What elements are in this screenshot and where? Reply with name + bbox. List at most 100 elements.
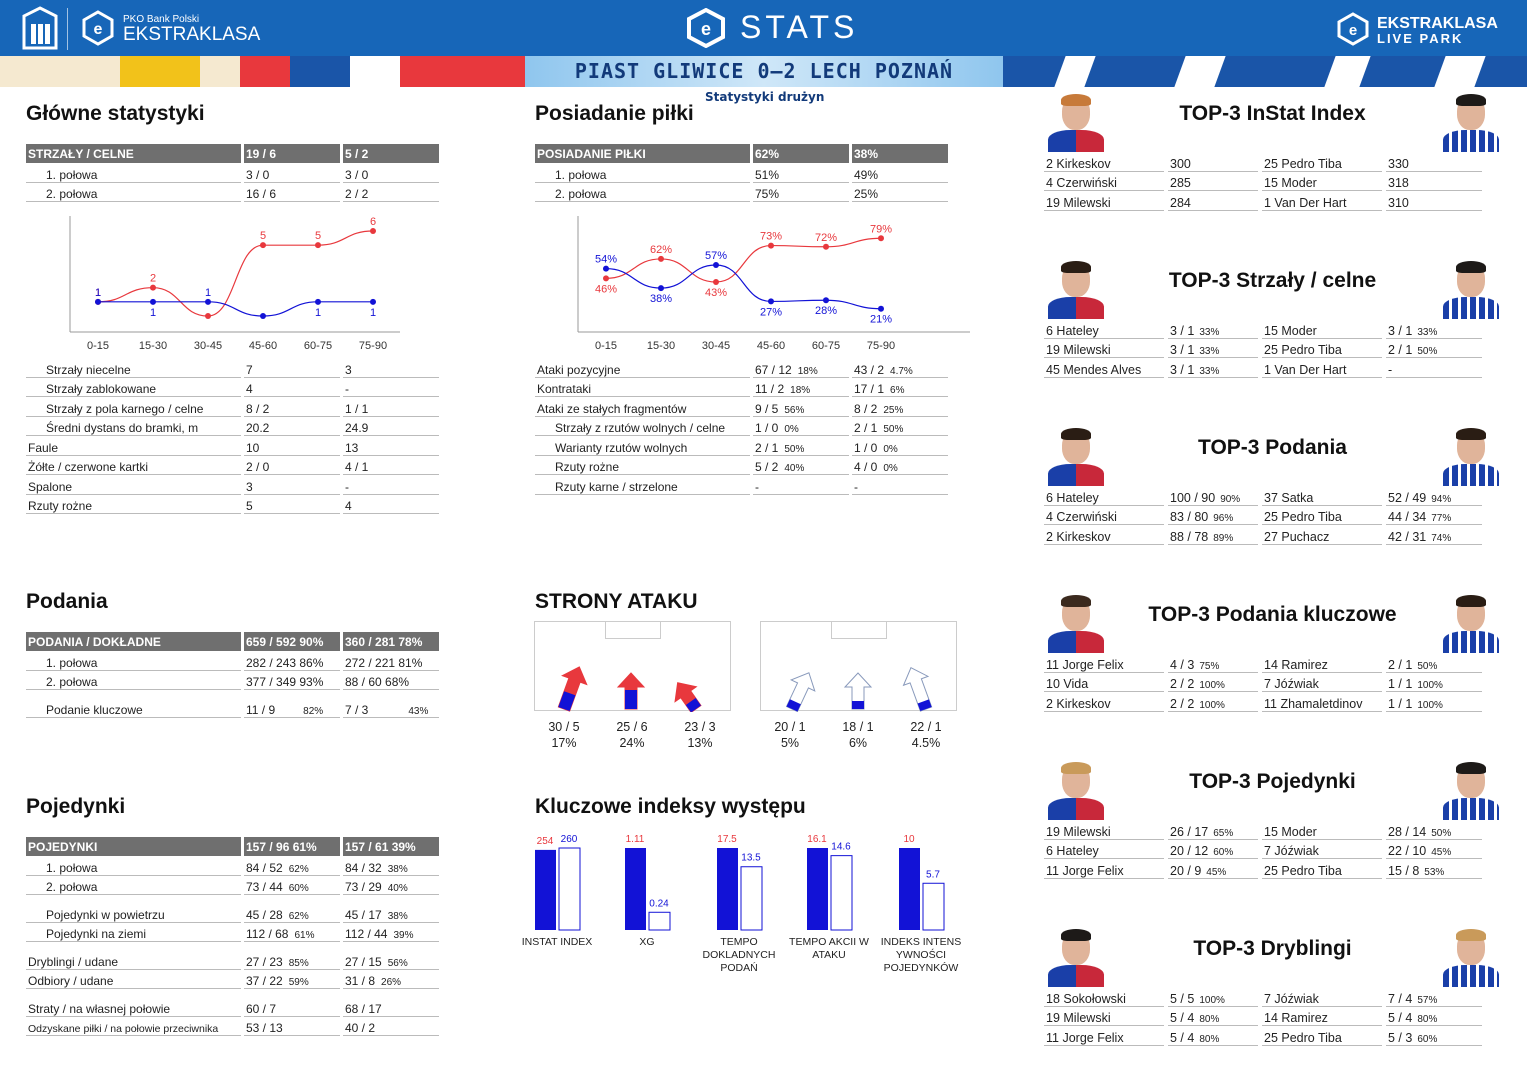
row-label: 2. połowa [535, 183, 750, 202]
table-row: Strzały zablokowane 4- [26, 378, 439, 397]
player-value: 2 / 2 100% [1168, 673, 1258, 692]
attack-value: 20 / 1 [774, 720, 806, 734]
arrow-shape [674, 682, 702, 712]
row-value: 9 / 5 56% [753, 397, 849, 417]
value: - [1388, 362, 1393, 377]
value: 26 / 17 [1170, 824, 1209, 839]
data-label: 46% [595, 283, 617, 295]
row-value: 17 / 1 6% [852, 378, 948, 397]
row-value: 7 [244, 358, 340, 378]
value: 100 / 90 [1170, 490, 1216, 505]
table-row: Podanie kluczowe 11 / 9 82% 7 / 3 43% [26, 698, 439, 718]
data-label: 6 [370, 216, 376, 228]
kpi-category-label: INSTAT INDEX [521, 936, 593, 948]
row-value: - [343, 475, 439, 495]
top-row: 19 Milewski 3 / 1 33% 25 Pedro Tiba 2 / 1 50% [1044, 339, 1482, 358]
data-point [603, 275, 609, 282]
player-value: - [1386, 358, 1482, 378]
data-point [260, 313, 266, 319]
table-row: Pojedynki na ziemi 112 / 68 61% 112 / 44 39% [26, 923, 439, 942]
top-table: 19 Milewski 26 / 17 65% 15 Moder 28 / 14 50% 6… [1040, 820, 1486, 879]
value: 5 / 2 [755, 460, 779, 474]
arrow-on-target [685, 698, 701, 712]
x-tick-label: 30-45 [194, 340, 222, 350]
percent: 39% [393, 930, 414, 941]
brand-name: EKSTRAKLASA [123, 24, 261, 45]
row-value: 45 / 17 38% [343, 903, 439, 923]
percent: 61% [294, 930, 315, 941]
value: 2 / 1 [854, 421, 878, 435]
player-value: 3 / 1 33% [1386, 319, 1482, 339]
match-result: PIAST GLIWICE 0–2 LECH POZNAŃ [574, 59, 954, 83]
row-value: 68 / 17 [343, 997, 439, 1017]
percent: 75% [1199, 660, 1220, 672]
row-value: 11 / 2 18% [753, 378, 849, 397]
x-tick-label: 45-60 [757, 340, 785, 350]
row-value: 2 / 1 50% [753, 436, 849, 456]
table-row: Spalone 3- [26, 475, 439, 495]
player-photo-away [1441, 591, 1501, 653]
top-title: TOP-3 Dryblingi [1193, 937, 1352, 960]
row-value: 31 / 8 26% [343, 970, 439, 989]
percent: 85% [288, 957, 309, 969]
percent: 100% [1417, 699, 1443, 711]
percent: 6% [890, 385, 905, 396]
row-value: 4 / 1 [343, 456, 439, 475]
value: 22 / 10 [1388, 844, 1427, 858]
player-value: 284 [1168, 191, 1258, 211]
row-value: 5 / 2 40% [753, 456, 849, 475]
row-value: 84 / 52 62% [244, 856, 340, 876]
value: 11 / 2 [755, 382, 785, 396]
value: 84 / 52 [246, 860, 283, 875]
data-label: 27% [760, 306, 782, 318]
percent: 45% [1431, 847, 1452, 858]
attack-value: 25 / 6 [616, 720, 648, 734]
row-label: Ataki pozycyjne [535, 358, 750, 378]
row-value: 45 / 28 62% [244, 903, 340, 923]
attack-percent: 17% [551, 736, 577, 750]
data-label: 1 [95, 287, 101, 299]
player-name: 19 Milewski [1044, 820, 1164, 840]
row-label: Dryblingi / udane [26, 950, 241, 970]
strony-title: STRONY ATAKU [535, 590, 698, 613]
value: 42 / 31 [1388, 529, 1427, 544]
percent: 62% [288, 863, 309, 875]
header-cell: STRZAŁY / CELNE [26, 144, 241, 163]
data-point [205, 313, 211, 319]
value: 1 / 1 [1388, 677, 1413, 691]
percent: 33% [1199, 326, 1220, 338]
percent: 94% [1431, 493, 1452, 505]
value: 284 [1170, 195, 1191, 210]
page-title: STATS [740, 9, 859, 45]
row-label: Spalone [26, 475, 241, 495]
data-point [260, 242, 266, 249]
kpi-bar-away [558, 847, 581, 931]
data-point [205, 298, 211, 305]
player-name: 19 Milewski [1044, 191, 1164, 211]
table-row: Odzyskane piłki / na połowie przeciwnika… [26, 1017, 439, 1036]
row-label: Strzały niecelne [26, 358, 241, 378]
value: 45 / 17 [345, 907, 382, 922]
kpi-bar-away [830, 855, 853, 931]
row-label: Strzały z pola karnego / celne [26, 397, 241, 417]
row-value: 8 / 2 [244, 397, 340, 417]
percent: 100% [1199, 699, 1225, 711]
kpi-label-home: 17.5 [717, 834, 737, 845]
pko-logo-icon [22, 6, 58, 50]
player-value: 330 [1386, 152, 1482, 172]
value: 310 [1388, 195, 1409, 210]
percent: 80% [1199, 1014, 1220, 1025]
top-row: 6 Hateley 3 / 1 33% 15 Moder 3 / 1 33% [1044, 319, 1482, 339]
value: - [854, 479, 858, 494]
header-cell: 62% [753, 144, 849, 163]
value: 31 / 8 [345, 974, 376, 988]
data-point [150, 284, 156, 291]
kpi-bar-home [807, 848, 828, 930]
posiadanie-table-2: Ataki pozycyjne 67 / 12 18% 43 / 2 4.7% Kontr… [532, 358, 951, 495]
value: 2 / 2 [1170, 677, 1195, 691]
top-row: 18 Sokołowski 5 / 5 100% 7 Jóźwiak 7 / 4 57% [1044, 987, 1482, 1007]
table-row: Strzały z rzutów wolnych / celne 1 / 0 0% 2… [535, 417, 948, 436]
percent: 90% [1220, 493, 1241, 505]
value: 2 / 1 [1388, 343, 1413, 357]
